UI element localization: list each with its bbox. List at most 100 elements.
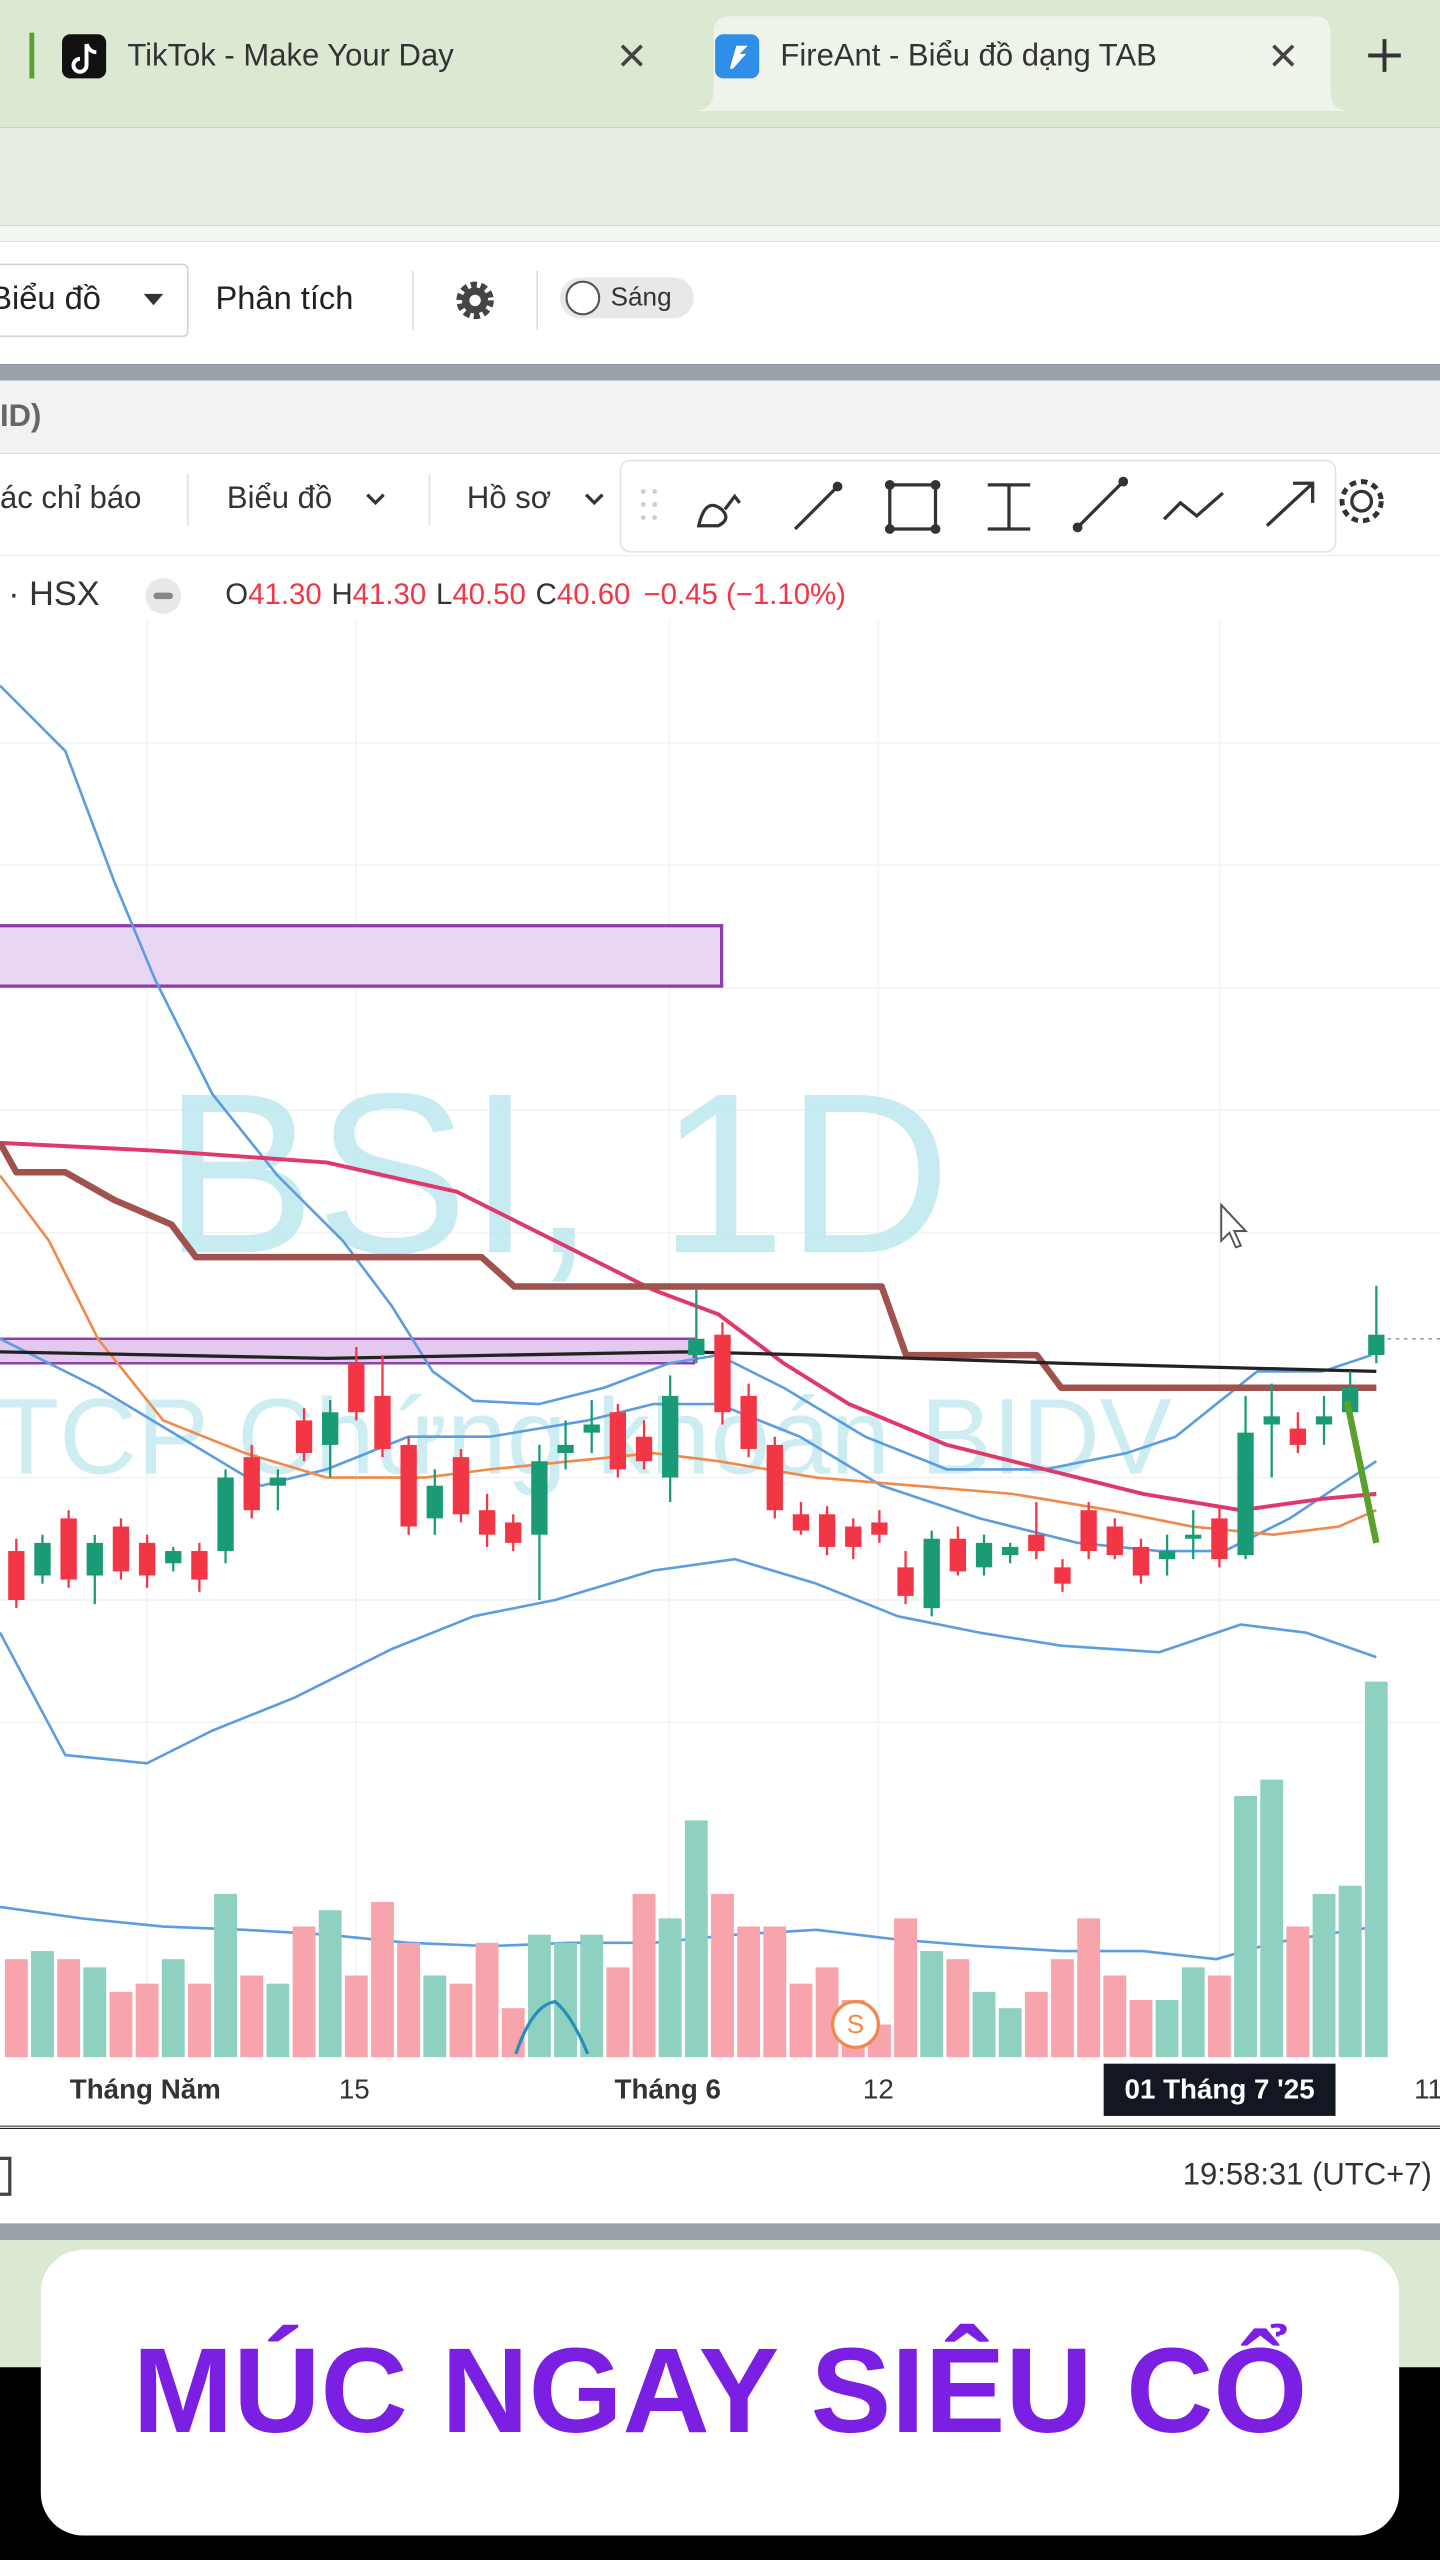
volume-bar xyxy=(1260,1779,1284,2058)
change-value: −0.45 (−1.10%) xyxy=(643,578,845,611)
event-marker[interactable] xyxy=(831,2000,880,2049)
dropdown-arrow xyxy=(143,293,164,306)
candle-body xyxy=(1368,1334,1385,1356)
candle-body xyxy=(1002,1546,1019,1556)
tab-title[interactable]: FireAnt - Biểu đồ dạng TAB xyxy=(780,37,1156,72)
clock: 19:58:31 (UTC+7) xyxy=(1183,2157,1432,2192)
open-value: 41.30 xyxy=(248,578,322,611)
candle-body xyxy=(1263,1416,1280,1425)
candle-body xyxy=(374,1395,391,1449)
volume-bar xyxy=(527,1934,551,2058)
exchange: · HSX xyxy=(8,575,100,613)
settings-icon[interactable] xyxy=(456,281,494,320)
volume-bar xyxy=(815,1967,839,2058)
bollinger-upper xyxy=(0,684,1372,1471)
volume-bar xyxy=(240,1975,264,2058)
volume-bar xyxy=(1103,1975,1127,2058)
tab-title[interactable]: TikTok - Make Your Day xyxy=(127,37,454,72)
volume-bar xyxy=(894,1918,917,2058)
crosshair-label-box xyxy=(1103,2063,1336,2116)
candle-body xyxy=(792,1514,810,1531)
indicators xyxy=(0,684,1378,1961)
volume-bar xyxy=(580,1934,604,2058)
volume-bar xyxy=(1024,1991,1048,2058)
path-tool[interactable] xyxy=(1162,491,1224,521)
x-tick-label: 12 xyxy=(863,2074,894,2105)
volume-bar xyxy=(737,1926,761,2058)
volume-bar xyxy=(292,1926,316,2058)
high-label: H xyxy=(331,578,352,611)
volume-bar xyxy=(344,1975,368,2058)
candle-body xyxy=(766,1444,783,1511)
chart-dropdown[interactable] xyxy=(0,263,189,338)
candle-body xyxy=(1158,1551,1176,1560)
toggle-knob xyxy=(565,280,601,316)
volume-bar xyxy=(475,1942,499,2058)
tab-close[interactable] xyxy=(620,44,643,67)
settings-tool[interactable] xyxy=(1350,489,1374,513)
drag-handle[interactable] xyxy=(640,488,658,520)
indicators-button[interactable]: ác chỉ báo xyxy=(0,480,141,515)
candle-body xyxy=(1054,1567,1071,1584)
volume-bar xyxy=(109,1991,133,2058)
volume-bar xyxy=(83,1967,107,2058)
volume-bar xyxy=(1312,1893,1336,2058)
candle-body xyxy=(8,1551,25,1600)
candle-body xyxy=(740,1395,757,1449)
watermark-name: TCP Chứng khoán BIDV xyxy=(0,1375,1172,1496)
volume-bar xyxy=(135,1983,159,2058)
range-tool[interactable] xyxy=(987,483,1031,531)
drawing-stroke xyxy=(514,1999,590,2055)
chart-type-button[interactable]: Biểu đồ xyxy=(227,480,332,515)
candle-body xyxy=(975,1542,993,1568)
tab-close[interactable] xyxy=(1272,44,1295,67)
candle-body xyxy=(662,1395,679,1478)
x-tick-label: 15 xyxy=(339,2074,370,2105)
volume-bar xyxy=(1051,1959,1074,2058)
candle-body xyxy=(897,1567,914,1596)
ohlc-legend: O41.30 H41.30 L40.50 C40.60 −0.45 (−1.10%) xyxy=(225,578,846,611)
crosshair-label: 01 Tháng 7 '25 xyxy=(1125,2074,1315,2105)
volume-bar xyxy=(632,1893,656,2058)
chart-menu[interactable]: Biểu đồ xyxy=(0,279,101,316)
calendar-icon[interactable] xyxy=(0,2156,12,2196)
volume-bar xyxy=(449,1983,473,2058)
candle-body xyxy=(871,1522,888,1535)
panel-title: ID) xyxy=(0,398,41,433)
new-tab[interactable] xyxy=(1368,39,1401,72)
tiktok-glyph xyxy=(71,43,97,74)
chevron xyxy=(366,493,385,506)
chevron xyxy=(584,493,604,506)
high-value: 41.30 xyxy=(353,578,427,611)
baseline xyxy=(0,1141,1377,1392)
bar-gap xyxy=(0,225,1440,242)
theme-label: Sáng xyxy=(611,282,672,312)
profile-button[interactable]: Hồ sơ xyxy=(467,480,551,515)
candle-body xyxy=(191,1551,208,1580)
brush-tool[interactable] xyxy=(696,493,741,528)
panel-header xyxy=(0,380,1440,454)
analysis-menu[interactable]: Phân tích xyxy=(216,279,354,316)
volume-bar xyxy=(501,2008,525,2058)
open-label: O xyxy=(225,578,248,611)
volume-bar xyxy=(972,1991,996,2058)
active-tab[interactable] xyxy=(693,16,1351,112)
arrow-line-tool[interactable] xyxy=(1265,481,1315,527)
line-tool[interactable] xyxy=(1076,480,1125,529)
volume-bar xyxy=(161,1959,185,2058)
candle-body xyxy=(217,1477,234,1552)
arrow-tool[interactable] xyxy=(793,485,839,531)
tool-nodes xyxy=(832,476,1129,534)
bollinger-lower xyxy=(0,1557,1377,1765)
x-tick-label: Tháng 6 xyxy=(615,2074,721,2105)
candle-body xyxy=(112,1526,130,1572)
volume-bar xyxy=(423,1975,447,2058)
mouse-cursor xyxy=(1220,1202,1248,1249)
volume-bar xyxy=(1207,1975,1231,2058)
volume-bar xyxy=(1155,2000,1179,2058)
candle-body xyxy=(505,1522,522,1543)
volume-bar xyxy=(57,1959,81,2058)
candle-body xyxy=(138,1542,156,1576)
candle-body xyxy=(531,1461,548,1535)
x-tick-label: 11 xyxy=(1414,2074,1440,2105)
